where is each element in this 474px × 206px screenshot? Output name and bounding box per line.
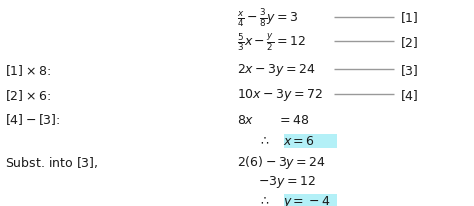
FancyBboxPatch shape (284, 194, 337, 206)
Text: $[2]\times 6$:: $[2]\times 6$: (5, 87, 51, 102)
Text: $\frac{x}{4}-\frac{3}{8}y=3$: $\frac{x}{4}-\frac{3}{8}y=3$ (237, 7, 299, 28)
Text: [1]: [1] (401, 11, 418, 24)
Text: [2]: [2] (401, 36, 418, 49)
Text: $2x-3y=24$: $2x-3y=24$ (237, 62, 316, 78)
Text: $\therefore\quad y=-4$: $\therefore\quad y=-4$ (258, 193, 331, 206)
Text: $\therefore\quad x=6$: $\therefore\quad x=6$ (258, 135, 315, 147)
Text: $10x-3y=72$: $10x-3y=72$ (237, 87, 323, 103)
Text: $\frac{5}{3}x-\frac{y}{2}=12$: $\frac{5}{3}x-\frac{y}{2}=12$ (237, 32, 306, 53)
Text: $[4]-[3]$:: $[4]-[3]$: (5, 112, 60, 127)
Text: $8x\quad\quad=48$: $8x\quad\quad=48$ (237, 113, 309, 126)
Text: $[1]\times 8$:: $[1]\times 8$: (5, 63, 51, 77)
Text: $-3y=12$: $-3y=12$ (258, 173, 316, 189)
Text: $2(6)-3y=24$: $2(6)-3y=24$ (237, 153, 326, 170)
Text: Subst. into $[3]$,: Subst. into $[3]$, (5, 154, 98, 169)
Text: [3]: [3] (401, 64, 418, 76)
Text: [4]: [4] (401, 88, 418, 101)
FancyBboxPatch shape (284, 134, 337, 148)
